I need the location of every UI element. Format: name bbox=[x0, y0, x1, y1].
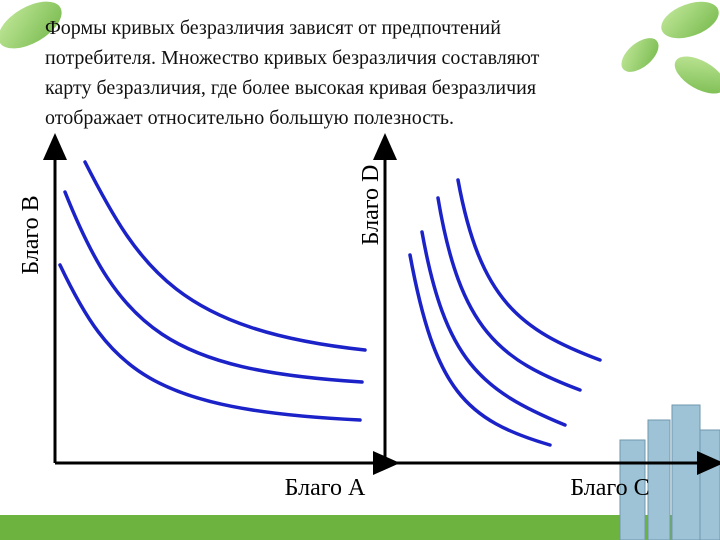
paragraph: Формы кривых безразличия зависят от пред… bbox=[45, 17, 540, 129]
buildings bbox=[619, 404, 720, 540]
x-label: Благо A bbox=[285, 475, 366, 501]
indifference-curve bbox=[420, 230, 567, 427]
text-line: отображает относительно большую полезнос… bbox=[45, 107, 454, 129]
indifference-curve bbox=[456, 178, 602, 362]
footer-bar bbox=[0, 515, 720, 540]
indifference-curve bbox=[408, 253, 552, 447]
y-label: Благо D bbox=[358, 165, 384, 246]
right-diagram: Благо D Благо C bbox=[358, 133, 720, 501]
decoration bbox=[0, 1, 720, 94]
indifference-curve bbox=[58, 263, 362, 422]
indifference-curve bbox=[83, 160, 367, 352]
left-diagram: Благо B Благо A bbox=[18, 133, 400, 501]
text-line: потребителя. Множество кривых безразличи… bbox=[45, 47, 540, 69]
indifference-curve bbox=[436, 196, 582, 392]
x-label: Благо C bbox=[570, 475, 649, 501]
indifference-curve bbox=[63, 190, 364, 384]
text-line: карту безразличия, где более высокая кри… bbox=[45, 77, 536, 99]
y-label: Благо B bbox=[18, 195, 44, 274]
text-line: Формы кривых безразличия зависят от пред… bbox=[45, 17, 501, 39]
